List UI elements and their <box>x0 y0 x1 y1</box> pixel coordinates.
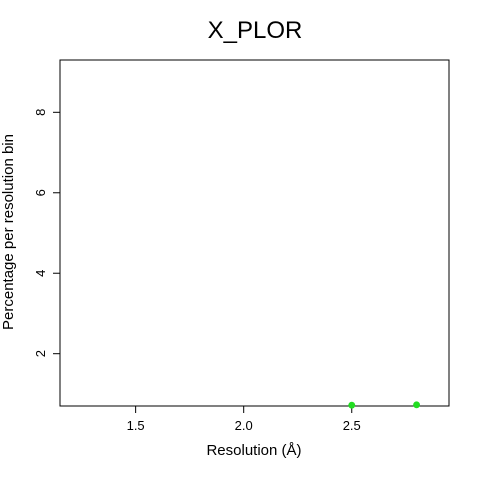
x-axis: 1.5 2.0 2.5 <box>127 406 361 433</box>
chart-title: X_PLOR <box>208 17 303 44</box>
y-axis: 2 4 6 8 <box>33 109 60 357</box>
data-point <box>413 401 420 409</box>
x-tick-label: 2.5 <box>343 418 361 433</box>
data-point <box>348 401 356 409</box>
data-points <box>348 401 420 409</box>
plot-frame <box>59 59 450 407</box>
y-tick-label: 6 <box>33 189 48 196</box>
x-tick-label: 1.5 <box>127 418 145 433</box>
y-tick-label: 2 <box>33 350 48 357</box>
y-tick-label: 4 <box>33 270 48 277</box>
x-tick-label: 2.0 <box>235 418 253 433</box>
y-axis-label: Percentage per resolution bin <box>0 134 17 330</box>
x-axis-label: Resolution (Å) <box>206 442 301 459</box>
y-tick-label: 8 <box>33 109 48 116</box>
